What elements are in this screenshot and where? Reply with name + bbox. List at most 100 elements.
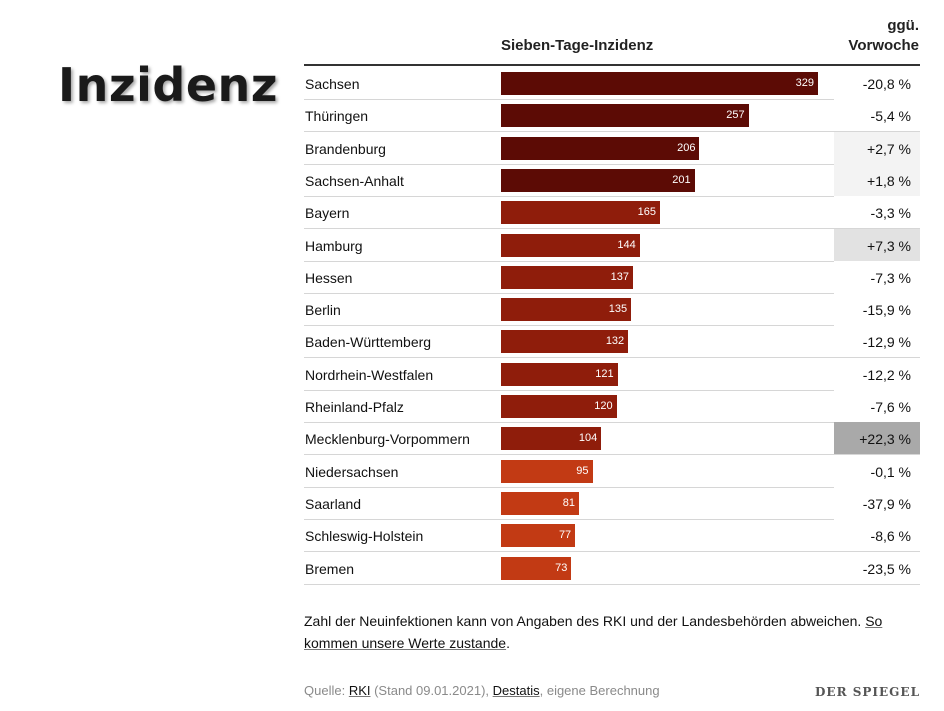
- rki-link[interactable]: RKI: [348, 683, 371, 698]
- change-value: -23,5 %: [862, 560, 911, 577]
- state-label: Thüringen: [305, 108, 369, 125]
- bar-value-label: 81: [562, 496, 576, 509]
- table-row: -8,6 % 77 Schleswig-Holstein: [304, 519, 920, 553]
- bar-value-label: 95: [576, 464, 589, 477]
- bar-value-label: 165: [637, 206, 656, 219]
- state-label: Nordrhein-Westfalen: [305, 366, 434, 383]
- table-row: +7,3 % 144 Hamburg: [304, 228, 920, 262]
- table-row: -37,9 % 81 Saarland: [304, 486, 920, 520]
- change-cell: -7,3 %: [834, 260, 920, 293]
- change-header-line2: Vorwoche: [848, 37, 919, 54]
- bar-value-label: 206: [677, 141, 696, 154]
- change-value: -37,9 %: [862, 495, 911, 512]
- state-label: Niedersachsen: [305, 463, 399, 480]
- state-label: Rheinland-Pfalz: [305, 399, 404, 415]
- change-cell: -15,9 %: [834, 293, 920, 326]
- change-value: +7,3 %: [867, 237, 911, 254]
- bar-value-label: 201: [672, 173, 691, 186]
- change-value: -15,9 %: [862, 302, 911, 319]
- methodology-link[interactable]: So kommen unsere Werte zustande: [304, 613, 883, 651]
- table-row: -20,8 % 329 Sachsen: [304, 67, 920, 100]
- change-cell: -12,2 %: [834, 357, 920, 390]
- change-cell: -12,9 %: [834, 325, 920, 358]
- change-cell: -7,6 %: [834, 390, 920, 422]
- change-cell: +2,7 %: [834, 131, 920, 164]
- table-row: -12,9 % 132 Baden-Württemberg: [304, 325, 920, 359]
- incidence-bar: 104: [501, 427, 602, 451]
- bar-value-label: 329: [795, 77, 814, 89]
- change-value: -12,9 %: [862, 334, 911, 351]
- table-row: -15,9 % 135 Berlin: [304, 293, 920, 327]
- incidence-bar: 77: [501, 524, 576, 548]
- table-row: +22,3 % 104 Mecklenburg-Vorpommern: [304, 422, 920, 456]
- table-row: -7,3 % 137 Hessen: [304, 260, 920, 294]
- table-row: -7,6 % 120 Rheinland-Pfalz: [304, 390, 920, 423]
- state-label: Hamburg: [305, 237, 363, 254]
- source-line: Quelle: RKI (Stand 09.01.2021), Destatis…: [304, 683, 660, 698]
- change-value: +2,7 %: [867, 140, 911, 157]
- slide-title: Inzidenz: [58, 58, 279, 112]
- bar-value-label: 137: [610, 270, 629, 283]
- change-cell: -3,3 %: [834, 196, 920, 229]
- change-cell: -8,6 %: [834, 519, 920, 552]
- table-row: -12,2 % 121 Nordrhein-Westfalen: [304, 357, 920, 391]
- state-label: Bremen: [305, 560, 355, 577]
- incidence-bar: 95: [501, 459, 593, 483]
- incidence-bar: 137: [501, 265, 633, 289]
- change-value: +22,3 %: [859, 431, 911, 448]
- incidence-bar: 201: [501, 168, 695, 192]
- state-label: Hessen: [305, 269, 353, 286]
- incidence-bar: 73: [501, 556, 572, 580]
- change-value: -20,8 %: [862, 76, 911, 92]
- change-column-header: ggü. Vorwoche: [809, 16, 919, 56]
- bar-column-header: Sieben-Tage-Inzidenz: [501, 37, 654, 54]
- state-label: Baden-Württemberg: [305, 334, 432, 351]
- incidence-bar: 144: [501, 233, 640, 257]
- change-value: -3,3 %: [870, 205, 911, 222]
- change-cell: -0,1 %: [834, 454, 920, 487]
- state-label: Brandenburg: [305, 140, 386, 157]
- destatis-link[interactable]: Destatis: [492, 683, 540, 698]
- incidence-bar: 135: [501, 298, 632, 322]
- bar-value-label: 73: [555, 561, 568, 574]
- table-row: -0,1 % 95 Niedersachsen: [304, 454, 920, 488]
- change-value: -7,3 %: [870, 269, 911, 286]
- bar-value-label: 135: [608, 303, 628, 316]
- bar-value-label: 121: [595, 367, 614, 380]
- bar-value-label: 144: [617, 238, 636, 251]
- incidence-bar: 121: [501, 362, 618, 386]
- source-prefix: Quelle:: [304, 683, 349, 698]
- table-row: -3,3 % 165 Bayern: [304, 196, 920, 230]
- change-value: -8,6 %: [870, 528, 911, 545]
- source-suffix: , eigene Berechnung: [539, 683, 660, 698]
- change-cell: -23,5 %: [834, 551, 920, 584]
- change-value: -7,6 %: [870, 399, 911, 415]
- incidence-bar: 120: [501, 395, 617, 418]
- change-cell: -5,4 %: [834, 99, 920, 132]
- footnote: Zahl der Neuinfektionen kann von Angaben…: [304, 610, 924, 654]
- change-value: -12,2 %: [862, 366, 911, 383]
- incidence-bar: 206: [501, 136, 700, 160]
- change-cell: +22,3 %: [834, 422, 920, 455]
- state-label: Sachsen-Anhalt: [305, 172, 404, 189]
- state-label: Saarland: [305, 495, 362, 512]
- state-label: Mecklenburg-Vorpommern: [305, 431, 470, 448]
- incidence-bar: 329: [501, 72, 818, 95]
- state-label: Bayern: [305, 205, 350, 222]
- table-row: -5,4 % 257 Thüringen: [304, 99, 920, 133]
- state-label: Berlin: [305, 302, 341, 319]
- change-value: -0,1 %: [870, 463, 911, 480]
- brand-logo: DER SPIEGEL: [815, 685, 920, 699]
- table-row: +2,7 % 206 Brandenburg: [304, 131, 920, 165]
- incidence-bar: 165: [501, 201, 660, 225]
- bar-value-label: 120: [594, 400, 613, 412]
- change-cell: +7,3 %: [834, 228, 920, 261]
- change-header-line1: ggü.: [887, 17, 919, 34]
- bar-value-label: 104: [578, 432, 598, 445]
- incidence-bar: 257: [501, 104, 749, 128]
- change-cell: -20,8 %: [834, 67, 920, 99]
- table-row: +1,8 % 201 Sachsen-Anhalt: [304, 163, 920, 197]
- change-value: +1,8 %: [867, 172, 911, 189]
- footnote-text: Zahl der Neuinfektionen kann von Angaben…: [304, 613, 866, 629]
- source-stand: (Stand 09.01.2021),: [370, 683, 493, 698]
